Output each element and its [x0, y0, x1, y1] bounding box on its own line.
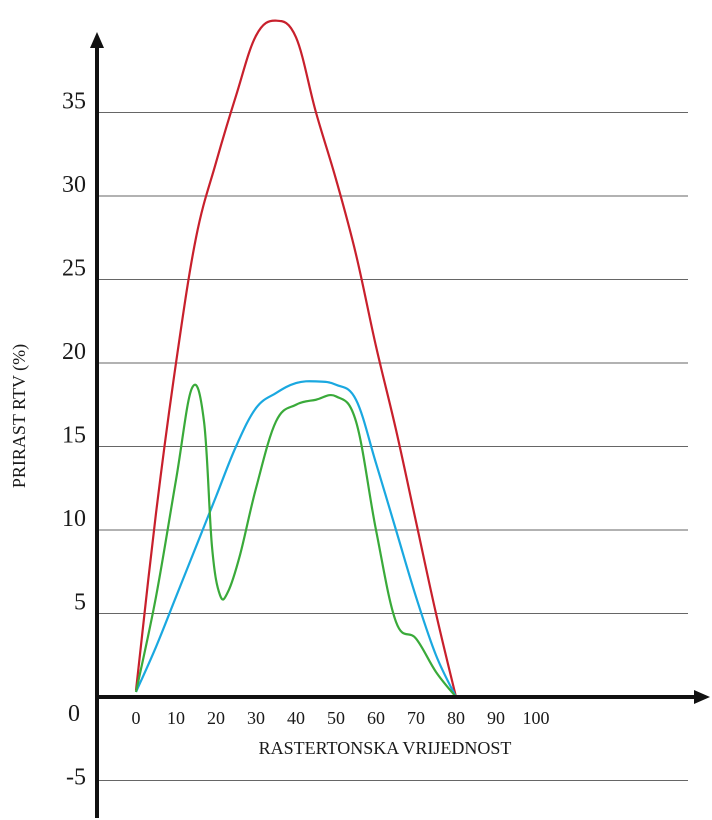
series-lines: [134, 19, 458, 698]
y-tick-label: -5: [66, 765, 86, 791]
gridlines: [97, 112, 688, 781]
x-tick-label: 30: [247, 708, 265, 728]
x-tick-label: 70: [407, 708, 425, 728]
y-tick-label: 25: [62, 256, 86, 282]
axes: [90, 32, 710, 818]
y-tick-label: 20: [62, 339, 86, 365]
x-tick-label: 100: [523, 708, 550, 728]
x-axis-arrow: [694, 690, 710, 704]
y-tick-label: 5: [74, 590, 86, 616]
series-line-2: [134, 380, 457, 698]
y-tick-label: 15: [62, 423, 86, 449]
x-tick-label: 10: [167, 708, 185, 728]
x-tick-label: 90: [487, 708, 505, 728]
x-axis-title: RASTERTONSKA VRIJEDNOST: [259, 738, 512, 758]
x-tick-label: 80: [447, 708, 465, 728]
y-tick-label: 0: [68, 701, 80, 727]
series-line-1: [134, 19, 458, 698]
x-tick-label: 20: [207, 708, 225, 728]
y-tick-label: 35: [62, 89, 86, 115]
y-axis-title: PRIRAST RTV (%): [9, 344, 30, 488]
x-tick-label: 50: [327, 708, 345, 728]
y-tick-label: 10: [62, 506, 86, 532]
y-tick-label: 30: [62, 172, 86, 198]
tick-labels: 0 10 20 30 40 50 60 70 80 90 100 -5 0 5 10 15 20 25 30 35: [62, 89, 550, 791]
x-tick-label: 40: [287, 708, 305, 728]
y-axis-arrow: [90, 32, 104, 48]
series-line-3: [134, 383, 457, 698]
x-tick-label: 60: [367, 708, 385, 728]
x-tick-label: 0: [132, 708, 141, 728]
